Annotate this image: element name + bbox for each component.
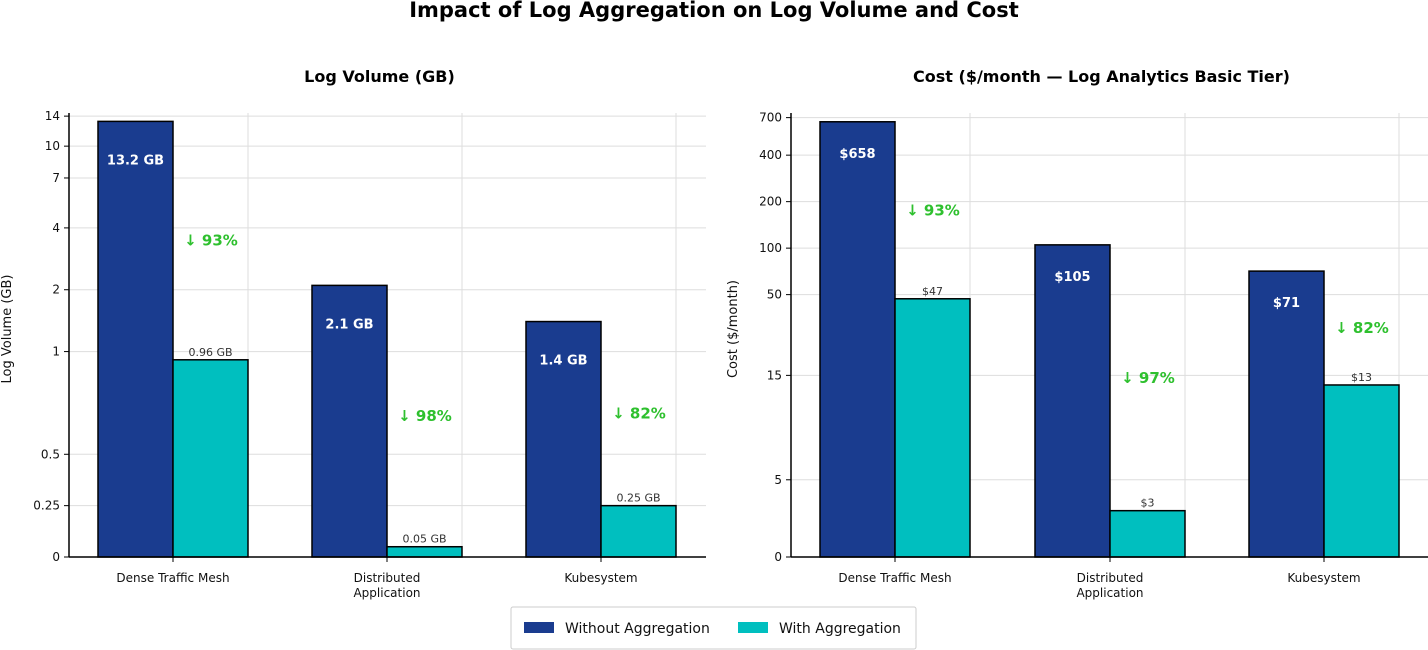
legend: Without Aggregation With Aggregation: [510, 606, 917, 650]
cost-bar-without-aggregation-kubesystem: [1248, 270, 1325, 558]
cost-x-tick-label: Dense Traffic Mesh: [838, 571, 951, 585]
volume-bar-with-aggregation-distributed-application: [386, 545, 463, 558]
cost-bar-value-label: $658: [839, 147, 875, 162]
cost-bar-with-aggregation-kubesystem: [1323, 384, 1400, 558]
volume-panel: Log Volume (GB) Log Volume (GB) 0 0.25 0.5 1 2…: [0, 67, 706, 600]
cost-y-tick-label: 50: [767, 288, 782, 302]
cost-reduction-label: ↓ 93%: [906, 201, 960, 219]
cost-y-axis-label: Cost ($/month): [726, 280, 741, 378]
cost-bar-without-aggregation-dense-traffic-mesh: [819, 121, 896, 558]
cost-y-tick-label: 15: [767, 368, 782, 382]
volume-bar-without-aggregation-distributed-application: [311, 284, 388, 558]
volume-y-tick-label: 0: [52, 550, 60, 564]
cost-x-tick-label: Distributed Application: [1076, 571, 1143, 600]
legend-box: [510, 606, 917, 650]
volume-bar-with-aggregation-dense-traffic-mesh: [172, 359, 249, 558]
cost-y-tick-label: 5: [774, 473, 782, 487]
cost-bar-value-label: $105: [1054, 270, 1090, 285]
cost-panel-title: Cost ($/month — Log Analytics Basic Tier…: [913, 67, 1290, 86]
volume-y-tick-label: 10: [45, 139, 60, 153]
volume-y-tick-label: 2: [52, 283, 60, 297]
cost-y-tick-label: 100: [759, 241, 782, 255]
cost-reduction-label: ↓ 82%: [1335, 319, 1389, 337]
volume-bar-value-label: 1.4 GB: [539, 354, 587, 369]
volume-y-axis-label: Log Volume (GB): [0, 275, 15, 384]
cost-bar-with-aggregation-dense-traffic-mesh: [894, 298, 971, 558]
volume-panel-title: Log Volume (GB): [304, 67, 455, 86]
volume-bar-without-aggregation-kubesystem: [525, 320, 602, 558]
volume-y-tick-label: 1: [52, 345, 60, 359]
volume-bar-value-label: 13.2 GB: [107, 153, 164, 168]
cost-bar-without-aggregation-distributed-application: [1034, 244, 1111, 558]
volume-x-tick-label: Kubesystem: [564, 571, 637, 585]
volume-reduction-label: ↓ 98%: [398, 407, 452, 425]
legend-label-without-aggregation: Without Aggregation: [565, 621, 710, 637]
volume-y-tick-label: 14: [45, 109, 60, 123]
volume-bar-without-aggregation-dense-traffic-mesh: [97, 120, 174, 558]
cost-bar-value-label: $3: [1141, 497, 1155, 510]
volume-bar-value-label: 0.05 GB: [402, 533, 446, 546]
volume-bar-value-label: 0.25 GB: [616, 492, 660, 505]
cost-bar-value-label: $13: [1351, 371, 1372, 384]
cost-panel: Cost ($/month — Log Analytics Basic Tier…: [726, 67, 1428, 600]
volume-reduction-label: ↓ 82%: [612, 405, 666, 423]
cost-bar-value-label: $71: [1273, 296, 1300, 311]
volume-y-tick-label: 0.25: [33, 499, 60, 513]
legend-swatch-with-aggregation: [738, 622, 768, 633]
volume-y-tick-label: 7: [52, 171, 60, 185]
legend-label-with-aggregation: With Aggregation: [779, 621, 901, 637]
volume-x-tick-label: Dense Traffic Mesh: [116, 571, 229, 585]
cost-reduction-label: ↓ 97%: [1121, 369, 1175, 387]
cost-y-tick-label: 700: [759, 111, 782, 125]
volume-y-tick-label: 4: [52, 221, 60, 235]
cost-bar-value-label: $47: [922, 285, 943, 298]
cost-y-tick-label: 0: [774, 550, 782, 564]
volume-x-tick-label: Distributed Application: [353, 571, 420, 600]
cost-y-tick-label: 400: [759, 148, 782, 162]
figure-title: Impact of Log Aggregation on Log Volume …: [409, 0, 1019, 22]
volume-bar-with-aggregation-kubesystem: [600, 504, 677, 558]
volume-bar-value-label: 2.1 GB: [325, 317, 373, 332]
volume-y-tick-label: 0.5: [41, 447, 60, 461]
cost-x-tick-label: Kubesystem: [1287, 571, 1360, 585]
cost-y-tick-label: 200: [759, 195, 782, 209]
volume-bar-value-label: 0.96 GB: [188, 346, 232, 359]
legend-swatch-without-aggregation: [524, 622, 554, 633]
cost-bar-with-aggregation-distributed-application: [1109, 509, 1186, 558]
volume-reduction-label: ↓ 93%: [184, 232, 238, 250]
